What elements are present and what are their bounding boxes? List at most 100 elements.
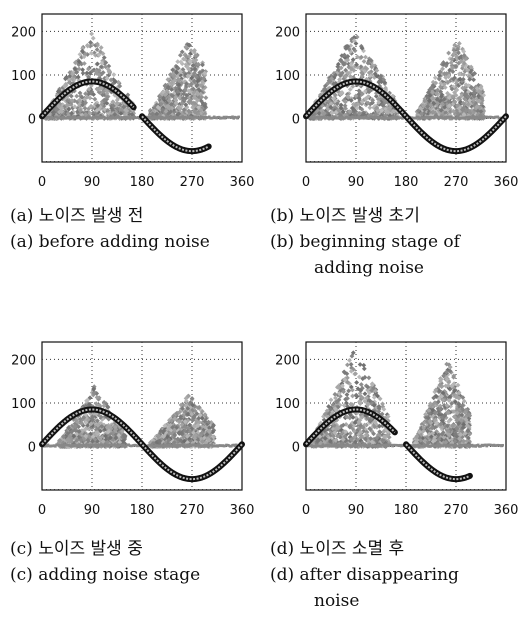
baseline-point [496,115,500,119]
noise-point [198,107,204,113]
noise-point [366,89,372,95]
baseline-point [331,116,335,120]
noise-point [478,109,484,114]
y-tick-label: 100 [11,69,36,84]
noise-point [354,62,359,68]
noise-point [116,432,122,438]
noise-point [190,402,196,408]
noise-point [185,418,191,423]
y-tick-label: 200 [11,25,36,40]
noise-point [181,420,186,426]
noise-point [171,413,176,419]
noise-point [184,403,190,409]
noise-point [175,65,181,71]
noise-point [461,60,467,66]
noise-point [108,77,114,83]
baseline-point [401,117,404,120]
noise-point [340,60,346,66]
noise-point [479,95,484,101]
noise-point [422,98,428,104]
baseline-point [175,115,178,119]
noise-point [338,102,344,108]
caption-b-en: (b) beginning stage of [270,232,460,252]
noise-point [78,437,84,443]
noise-point [94,430,100,435]
noise-point [180,406,185,411]
noise-point [171,71,176,76]
noise-point [171,439,177,445]
noise-point [362,391,368,397]
noise-point [330,110,335,116]
noise-point [160,427,165,433]
noise-point [178,59,184,65]
noise-point [70,71,75,77]
noise-point [83,91,88,97]
noise-point [201,75,207,81]
noise-point [365,94,371,100]
noise-point [442,104,448,110]
y-tick-label: 200 [275,353,300,368]
noise-point [436,76,442,82]
noise-point [388,111,394,117]
noise-point [159,99,165,105]
noise-point [338,57,344,63]
noise-point [361,435,367,440]
noise-point [374,73,380,79]
noise-point [105,424,110,430]
noise-point [180,111,185,116]
noise-point [355,101,361,107]
noise-point [188,81,194,87]
noise-point [57,109,62,115]
caption-a-ko: (a) 노이즈 발생 전 [10,206,144,226]
noise-point [365,60,371,66]
noise-point [199,94,205,100]
noise-point [374,105,380,111]
noise-point [100,89,106,95]
noise-point [328,104,334,110]
noise-point [206,419,211,425]
noise-point [437,69,443,75]
noise-point [69,76,75,82]
noise-point [439,94,444,99]
noise-point [445,101,450,107]
noise-point [100,58,105,64]
noise-point [53,103,59,109]
noise-point [454,108,459,114]
noise-point [87,110,92,116]
noise-point [370,98,376,103]
noise-point [444,61,450,66]
noise-point [183,81,189,87]
noise-point [477,98,482,104]
noise-point [83,112,89,117]
noise-point [191,423,197,429]
noise-point [72,60,78,66]
noise-point [448,109,453,114]
noise-point [363,54,368,60]
noise-point [467,69,473,75]
noise-point [471,97,476,103]
noise-point [165,77,171,82]
noise-point [461,52,467,58]
noise-point [187,422,193,428]
noise-point [159,436,165,441]
noise-point [345,70,351,76]
noise-point [74,437,80,443]
x-tick-label: 90 [348,175,365,190]
noise-point [167,431,173,436]
noise-point [191,90,197,96]
noise-point [96,434,101,440]
noise-point [432,75,438,81]
noise-point [347,430,353,436]
noise-point [184,92,190,98]
noise-point [59,105,65,111]
noise-point [175,59,181,65]
noise-point [62,83,67,89]
noise-point [104,439,110,445]
noise-point [75,105,81,111]
noise-point [183,410,189,416]
y-tick-label: 200 [275,25,300,40]
y-tick-label: 200 [11,353,36,368]
noise-point [53,107,59,113]
noise-point [172,427,177,433]
noise-point [185,73,191,79]
